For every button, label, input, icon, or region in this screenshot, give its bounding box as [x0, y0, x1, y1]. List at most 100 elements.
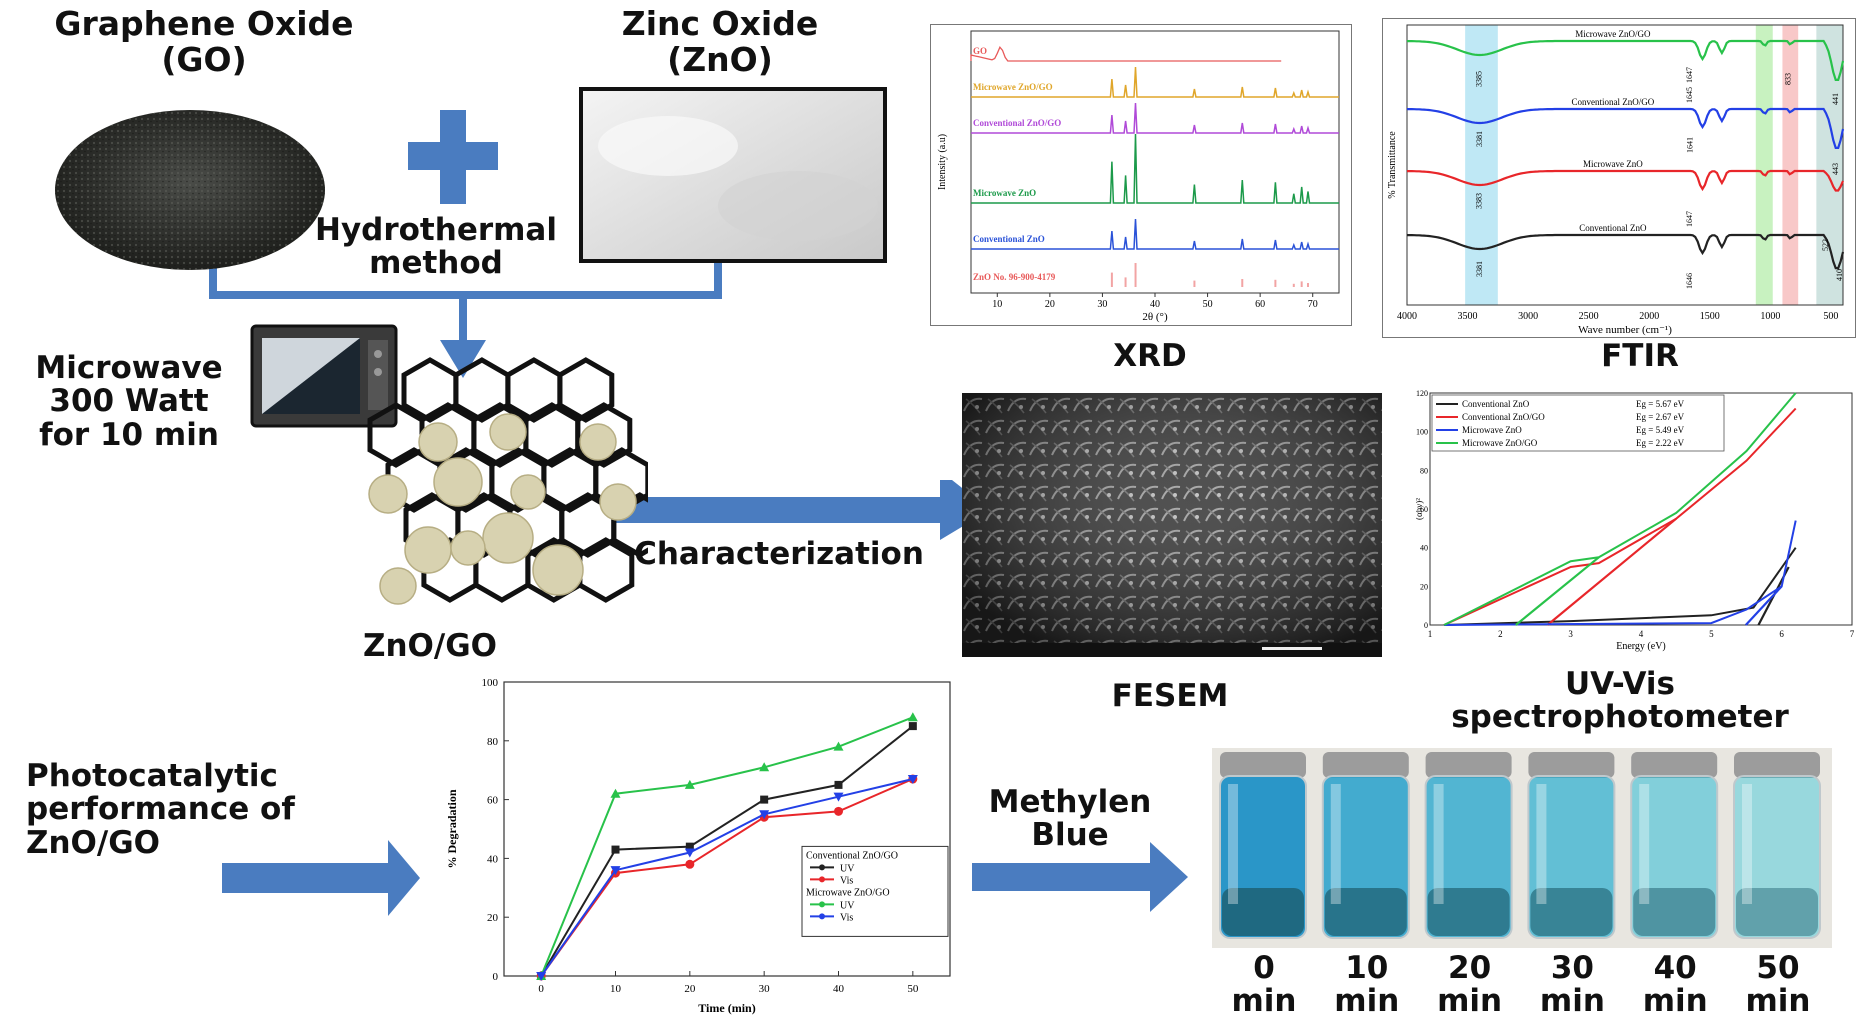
- data-point: [611, 845, 620, 854]
- x-tick-label: 40: [833, 983, 845, 995]
- xrd-tick: 10: [992, 299, 1002, 310]
- data-point: [907, 712, 918, 722]
- data-point: [833, 792, 844, 802]
- vial-cap: [1322, 752, 1409, 778]
- graphene-hex: [401, 357, 459, 423]
- zno-particle: [433, 457, 483, 507]
- tauc-tick: 7: [1850, 629, 1855, 639]
- legend-group: Conventional ZnO/GO: [806, 850, 898, 861]
- xrd-tick: 50: [1203, 299, 1213, 310]
- graphene-hex: [575, 402, 633, 468]
- tauc-tick: 40: [1420, 544, 1428, 553]
- tauc-curve: [1444, 520, 1797, 626]
- tauc-tick: 4: [1639, 629, 1644, 639]
- y-tick-label: 100: [482, 677, 499, 689]
- characterization-label: Characterization: [634, 536, 924, 572]
- ftir-peak-label: 443: [1831, 163, 1840, 175]
- zno-particle: [510, 474, 546, 510]
- microwave-label: Microwave 300 Watt for 10 min: [35, 350, 223, 453]
- vial-time-label: 30 min: [1539, 950, 1605, 1020]
- data-point: [908, 722, 917, 731]
- xrd-chart: 10 20 30 40 50 60 70 2θ (°) Intensity (a.u) GO Mic…: [930, 24, 1352, 326]
- tauc-tick: 6: [1779, 629, 1784, 639]
- tauc-tick: 80: [1420, 466, 1428, 475]
- ftir-series-label: Microwave ZnO/GO: [1575, 29, 1651, 39]
- zno-particle: [379, 567, 417, 605]
- data-point: [834, 806, 843, 816]
- tauc-tick: 3: [1568, 629, 1573, 639]
- ftir-series-line: [1407, 169, 1845, 192]
- vial-time-labels: 0 min 10 min 20 min 30 min 40 min 50 min: [1212, 950, 1832, 1028]
- ftir-xlabel: Wave number (cm⁻¹): [1578, 324, 1672, 336]
- legend-group: Microwave ZnO/GO: [806, 887, 890, 898]
- xrd-series-label: Conventional ZnO: [973, 234, 1045, 244]
- tauc-tick: 120: [1416, 389, 1428, 398]
- vial-cap: [1220, 752, 1306, 778]
- data-point: [684, 779, 695, 789]
- graphene-hex: [593, 447, 648, 513]
- tauc-tick: 20: [1420, 582, 1428, 591]
- zno-particle: [489, 413, 527, 451]
- fesem-micrograph: [962, 393, 1382, 657]
- ftir-tick: 3500: [1458, 311, 1478, 322]
- xrd-series-line: [971, 66, 1339, 98]
- x-tick-label: 10: [610, 983, 622, 995]
- tauc-curve: [1444, 547, 1797, 626]
- data-point: [536, 972, 547, 981]
- legend-entry: UV: [840, 863, 855, 874]
- xrd-tick: 30: [1097, 299, 1107, 310]
- ftir-peak-label: 3385: [1474, 71, 1483, 87]
- xrd-tick: 40: [1150, 299, 1160, 310]
- graphene-hex: [557, 357, 615, 423]
- ftir-peak-label: 3381: [1475, 261, 1484, 277]
- tauc-legend-name: Conventional ZnO: [1462, 399, 1530, 409]
- ftir-series-label: Conventional ZnO: [1579, 223, 1647, 233]
- xrd-label: XRD: [1113, 338, 1187, 374]
- vial-cap: [1425, 752, 1512, 778]
- tauc-legend-name: Microwave ZnO: [1462, 425, 1522, 435]
- ftir-series-label: Conventional ZnO/GO: [1572, 97, 1655, 107]
- ftir-series-line: [1407, 39, 1845, 81]
- graphene-hex: [611, 492, 648, 558]
- xrd-series-line: [971, 218, 1339, 250]
- zno-particle: [450, 530, 486, 566]
- data-point: [685, 859, 695, 869]
- ftir-tick: 500: [1823, 311, 1838, 322]
- ftir-peak-label: 1647: [1685, 67, 1694, 83]
- series-line: [540, 725, 914, 977]
- y-tick-label: 60: [487, 795, 499, 807]
- ftir-tick: 1500: [1700, 311, 1720, 322]
- ftir-peak-label: 522: [1821, 239, 1830, 251]
- series-line: [540, 716, 914, 977]
- y-tick-label: 40: [487, 853, 499, 865]
- x-axis-label: Time (min): [698, 1001, 755, 1015]
- xrd-series-label: ZnO No. 96-900-4179: [973, 272, 1056, 282]
- ftir-peak-label: 1645: [1685, 87, 1694, 103]
- zno-particle: [599, 483, 637, 521]
- characterization-arrow: [616, 497, 944, 523]
- ftir-tick: 3000: [1518, 311, 1538, 322]
- xrd-series-line: [970, 45, 1282, 62]
- zno-particle: [368, 474, 408, 514]
- ftir-peak-label: 3383: [1475, 193, 1484, 209]
- tauc-legend-name: Conventional ZnO/GO: [1462, 412, 1545, 422]
- uvvis-label: UV-Vis spectrophotometer: [1451, 666, 1789, 736]
- vial-cap: [1631, 752, 1718, 778]
- tauc-curve: [1443, 407, 1797, 626]
- data-point: [833, 741, 844, 751]
- vial: [1733, 775, 1821, 939]
- graphene-hex: [367, 402, 425, 468]
- degradation-chart: 0 20 40 60 80 100 0 10 20 30 40 50 Time (min) % Degra…: [445, 677, 951, 1015]
- y-tick-label: 0: [493, 971, 499, 983]
- legend-entry: Vis: [840, 912, 853, 923]
- xrd-series-label: Conventional ZnO/GO: [973, 118, 1061, 128]
- ftir-peak-label: 410: [1835, 269, 1844, 281]
- data-point: [907, 775, 918, 785]
- ftir-peak-label: 833: [1784, 73, 1793, 85]
- ftir-series-line: [1407, 233, 1845, 270]
- microwave-oven-icon: [250, 324, 398, 428]
- fesem-label: FESEM: [1111, 678, 1229, 714]
- photocat-arrow: [222, 863, 392, 893]
- graphene-hex: [505, 357, 563, 423]
